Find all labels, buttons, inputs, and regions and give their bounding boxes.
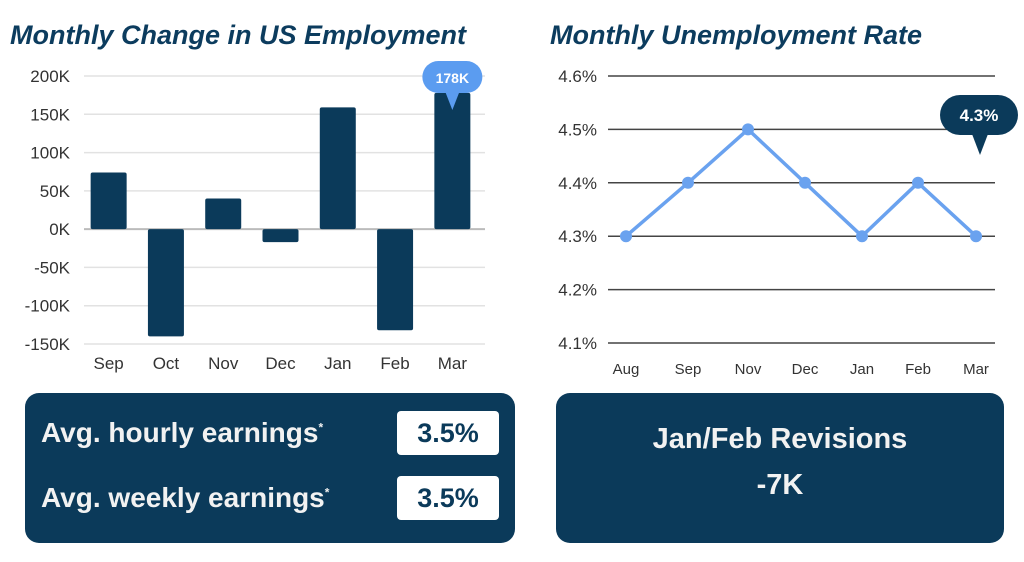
bar-oct — [147, 229, 184, 337]
y-tick-label: -150K — [25, 335, 71, 354]
footnote-mark: * — [324, 485, 330, 500]
x-tick-label: Nov — [208, 354, 239, 373]
hourly-earnings-text: Avg. hourly earnings — [41, 417, 319, 448]
data-point-nov — [742, 123, 754, 136]
x-tick-label: Dec — [792, 361, 819, 378]
footnote-mark: * — [318, 420, 324, 435]
bar-mar — [434, 92, 471, 230]
employment-chart-title: Monthly Change in US Employment — [10, 20, 467, 50]
y-tick-label: 200K — [30, 67, 70, 86]
value-callout — [422, 61, 483, 93]
bar-sep — [90, 172, 127, 230]
x-tick-label: Sep — [675, 361, 702, 378]
data-point-sep — [682, 176, 694, 189]
y-tick-label: 4.5% — [558, 120, 597, 139]
data-point-aug — [620, 230, 632, 243]
bar-dec — [262, 229, 299, 243]
weekly-earnings-row: Avg. weekly earnings* 3.5% — [41, 476, 499, 520]
earnings-panel: Avg. hourly earnings* 3.5% Avg. weekly e… — [25, 393, 515, 543]
hourly-earnings-value: 3.5% — [397, 411, 499, 455]
y-tick-label: 0K — [49, 220, 70, 239]
value-callout-pointer — [445, 92, 460, 110]
y-tick-label: 50K — [40, 182, 71, 201]
revisions-value: -7K — [756, 469, 804, 501]
x-tick-label: Feb — [905, 361, 931, 378]
bar-jan — [319, 107, 356, 230]
data-point-mar — [970, 230, 982, 243]
y-tick-label: 100K — [30, 144, 70, 163]
value-callout-label: 4.3% — [960, 106, 999, 125]
charts-canvas: 200K 150K 100K 50K 0K -50K -100K -150K Sep Oct Nov… — [25, 61, 1018, 378]
weekly-earnings-label: Avg. weekly earnings* — [41, 482, 329, 514]
x-tick-label: Dec — [265, 354, 296, 373]
value-callout-label: 178K — [436, 70, 469, 86]
y-tick-label: 4.3% — [558, 227, 597, 246]
x-tick-label: Jan — [850, 361, 874, 378]
x-tick-label: Oct — [153, 354, 180, 373]
data-point-jan — [856, 230, 868, 243]
y-tick-label: 4.2% — [558, 281, 597, 300]
y-tick-label: 150K — [30, 105, 70, 124]
hourly-earnings-label: Avg. hourly earnings* — [41, 417, 323, 449]
x-tick-label: Jan — [324, 354, 351, 373]
x-tick-label: Mar — [438, 354, 468, 373]
y-tick-label: 4.1% — [558, 334, 597, 353]
y-tick-label: 4.6% — [558, 67, 597, 86]
x-tick-label: Feb — [380, 354, 409, 373]
x-tick-label: Mar — [963, 361, 989, 378]
x-tick-label: Aug — [613, 361, 640, 378]
bar-feb — [377, 229, 414, 331]
x-tick-label: Sep — [94, 354, 124, 373]
y-tick-label: 4.4% — [558, 174, 597, 193]
weekly-earnings-value: 3.5% — [397, 476, 499, 520]
data-point-feb — [912, 176, 924, 189]
y-tick-label: -50K — [34, 258, 71, 277]
x-tick-label: Nov — [735, 361, 762, 378]
revisions-label: Jan/Feb Revisions — [652, 423, 908, 455]
hourly-earnings-row: Avg. hourly earnings* 3.5% — [41, 411, 499, 455]
y-tick-label: -100K — [25, 297, 71, 316]
weekly-earnings-text: Avg. weekly earnings — [41, 482, 325, 513]
value-callout-pointer — [972, 134, 988, 155]
bar-nov — [205, 198, 242, 230]
unemployment-chart-title: Monthly Unemployment Rate — [550, 20, 923, 50]
revisions-panel: Jan/Feb Revisions -7K — [556, 393, 1004, 543]
value-callout — [940, 95, 1018, 135]
data-point-dec — [799, 176, 811, 189]
